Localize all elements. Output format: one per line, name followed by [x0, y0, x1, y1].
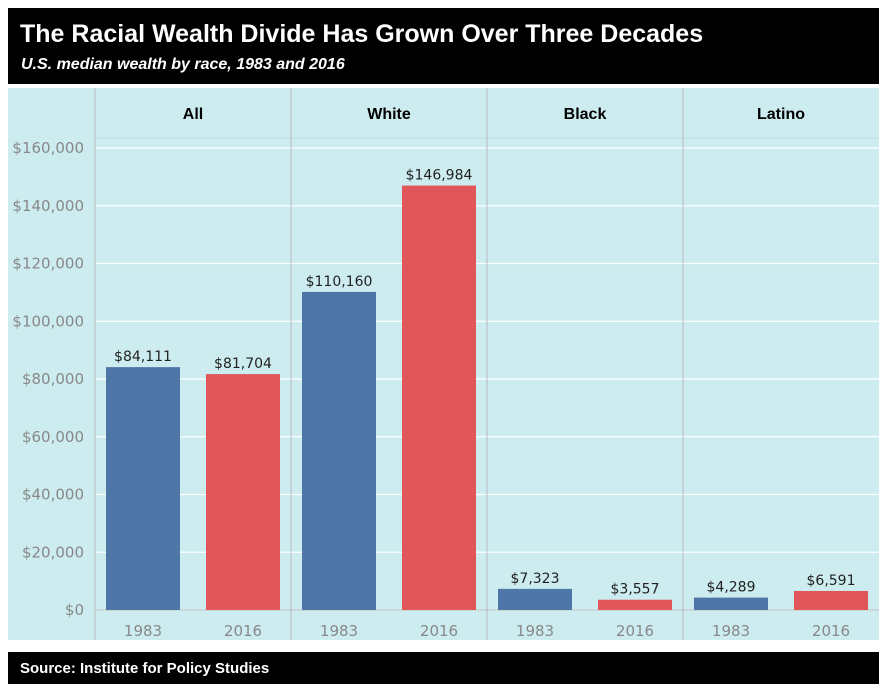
data-label: $81,704	[214, 356, 272, 372]
x-tick-label: 1983	[516, 622, 554, 640]
y-tick-label: $120,000	[12, 255, 84, 273]
bar	[402, 185, 476, 610]
data-label: $7,323	[511, 571, 560, 587]
y-tick-label: $160,000	[12, 139, 84, 157]
x-tick-label: 1983	[712, 622, 750, 640]
y-tick-label: $140,000	[12, 197, 84, 215]
y-tick-label: $100,000	[12, 312, 84, 330]
data-label: $84,111	[114, 349, 172, 365]
source-note: Source: Institute for Policy Studies	[20, 660, 270, 677]
bar-chart: $0 $20,000 $40,000 $60,000 $80,000 $100,000 $1…	[12, 88, 879, 640]
chart-footer: Source: Institute for Policy Studies	[8, 652, 879, 684]
bar	[206, 374, 280, 610]
y-tick-label: $20,000	[22, 543, 84, 561]
y-tick-label: $80,000	[22, 370, 84, 388]
facet-label: White	[367, 106, 411, 123]
x-tick-label: 2016	[616, 622, 654, 640]
y-tick-label: $0	[65, 601, 84, 619]
facet-label: All	[183, 106, 203, 123]
data-label: $6,591	[807, 573, 856, 589]
chart-title: The Racial Wealth Divide Has Grown Over …	[20, 20, 704, 48]
x-tick-label: 2016	[420, 622, 458, 640]
y-tick-label: $40,000	[22, 486, 84, 504]
bar	[106, 367, 180, 610]
bar	[302, 291, 376, 610]
bar	[498, 588, 572, 610]
chart-subtitle: U.S. median wealth by race, 1983 and 201…	[21, 56, 345, 73]
facet-label: Black	[564, 106, 607, 123]
x-tick-label: 1983	[124, 622, 162, 640]
chart-panel: $0 $20,000 $40,000 $60,000 $80,000 $100,000 $1…	[8, 88, 879, 640]
x-tick-label: 1983	[320, 622, 358, 640]
bar	[598, 599, 672, 610]
x-tick-label: 2016	[812, 622, 850, 640]
bar	[794, 590, 868, 610]
data-label: $3,557	[611, 582, 660, 598]
data-label: $4,289	[707, 580, 756, 596]
x-tick-label: 2016	[224, 622, 262, 640]
data-label: $110,160	[306, 274, 373, 290]
chart-header: The Racial Wealth Divide Has Grown Over …	[8, 8, 879, 84]
data-label: $146,984	[406, 168, 473, 184]
y-tick-label: $60,000	[22, 428, 84, 446]
facet-label: Latino	[757, 106, 805, 123]
bar	[694, 597, 768, 610]
